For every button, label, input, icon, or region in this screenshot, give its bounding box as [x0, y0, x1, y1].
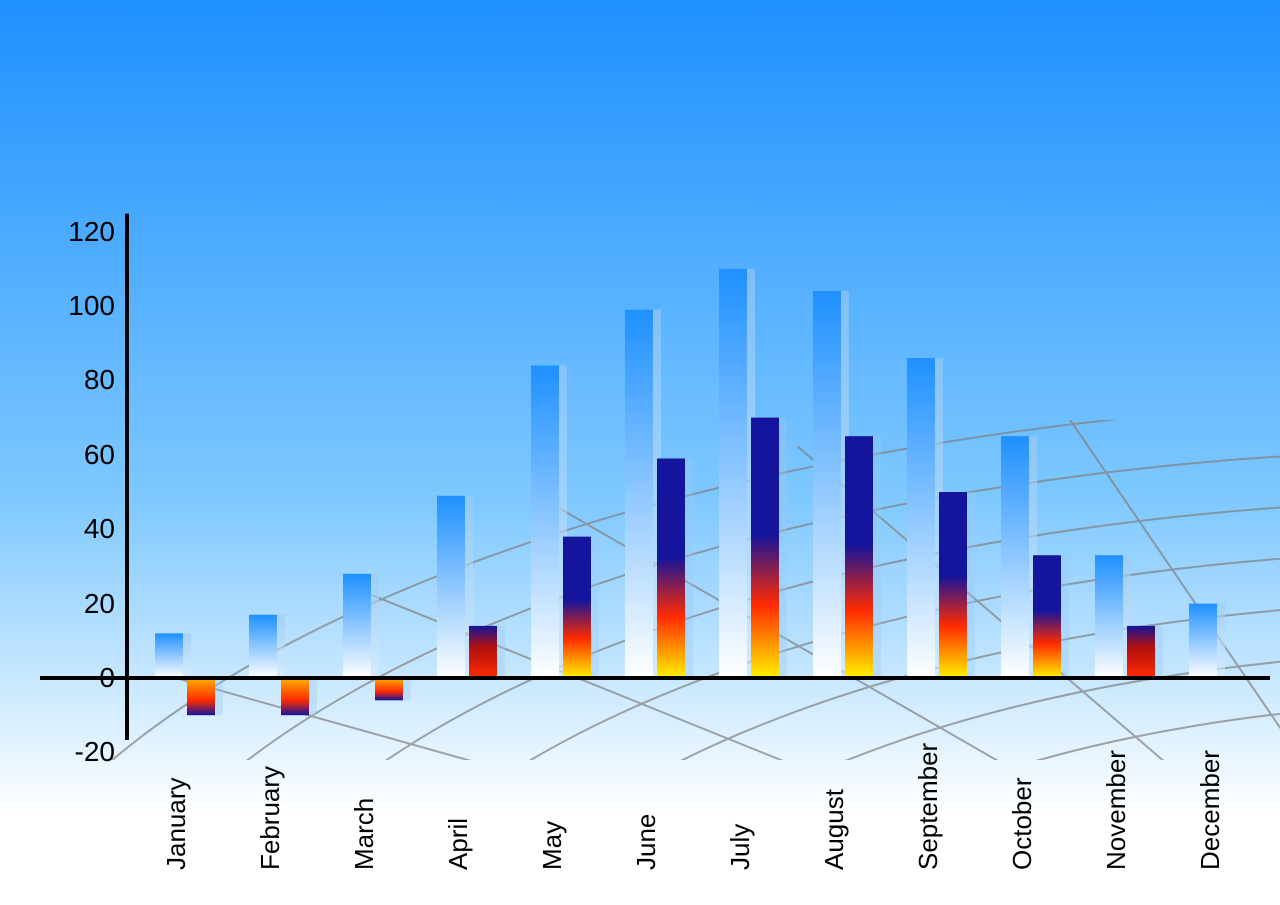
bar-series2 [1033, 555, 1061, 678]
xlabel: November [1101, 750, 1132, 870]
ytick-label: 0 [55, 662, 115, 694]
bar-series1 [625, 310, 653, 678]
bar-series2 [187, 678, 215, 715]
bar-series1 [249, 615, 277, 678]
bar-series1 [907, 358, 935, 678]
bar-series2 [1127, 626, 1155, 678]
xlabel: April [443, 818, 474, 870]
bar-series1 [1001, 436, 1029, 678]
xlabel: July [725, 824, 756, 870]
bar-series2 [375, 678, 403, 700]
bar-series2 [845, 436, 873, 678]
bar-series1 [1189, 604, 1217, 678]
bar-series1 [1095, 555, 1123, 678]
ytick-label: 40 [55, 513, 115, 545]
ytick-label: 60 [55, 439, 115, 471]
bar-series2 [469, 626, 497, 678]
ytick-label: 100 [55, 290, 115, 322]
bar-series1 [437, 496, 465, 678]
bar-series1 [343, 574, 371, 678]
ytick-label: -20 [55, 736, 115, 768]
xlabel: February [255, 766, 286, 870]
xlabel: June [631, 814, 662, 870]
xlabel: January [161, 778, 192, 871]
ytick-label: 80 [55, 364, 115, 396]
bar-series2 [281, 678, 309, 715]
xlabel: March [349, 798, 380, 870]
xlabel: December [1195, 750, 1226, 870]
xlabel: May [537, 821, 568, 870]
bar-series2 [657, 459, 685, 678]
chart-stage: -20 0 20 40 60 80 100 120 January February March Ap… [0, 0, 1280, 905]
ytick-label: 120 [55, 216, 115, 248]
bar-series1 [155, 633, 183, 678]
xlabel: October [1007, 778, 1038, 871]
bar-series1 [531, 366, 559, 678]
xlabel: August [819, 789, 850, 870]
ytick-label: 20 [55, 588, 115, 620]
bar-series1 [813, 291, 841, 678]
bar-series2 [751, 418, 779, 678]
bar-series1 [719, 269, 747, 678]
bar-series2 [563, 537, 591, 678]
xlabel: September [913, 743, 944, 870]
bar-series2 [939, 492, 967, 678]
